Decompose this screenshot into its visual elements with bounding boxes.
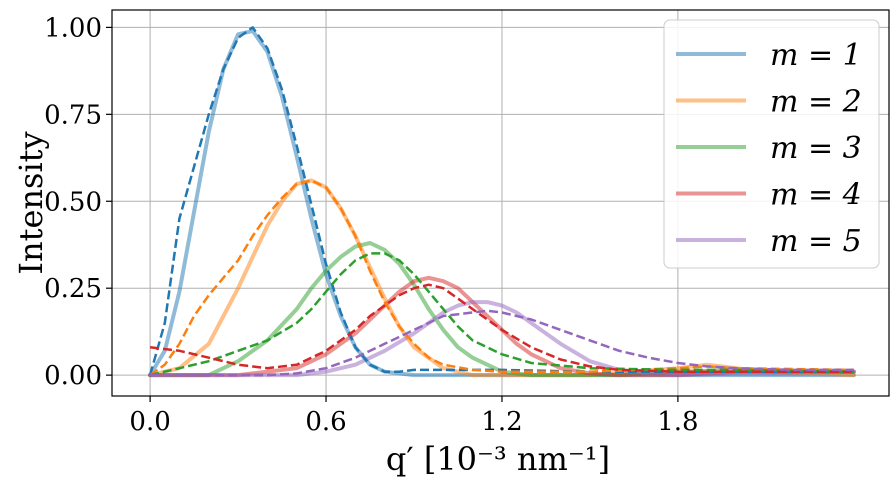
- y-tick-label: 0.25: [44, 274, 102, 304]
- legend-label-4: m = 4: [770, 178, 862, 213]
- y-tick-label: 0.75: [44, 100, 102, 130]
- x-axis-label: q′ [10⁻³ nm⁻¹]: [386, 440, 610, 478]
- legend-box: [663, 19, 880, 269]
- series-2-solid-line: [148, 178, 856, 378]
- y-tick-label: 0.00: [44, 361, 102, 391]
- plot-frame: [111, 9, 890, 397]
- legend-label-2: m = 2: [770, 85, 862, 120]
- x-tick-label: 1.2: [481, 407, 522, 437]
- series-lines: [148, 26, 856, 378]
- y-tick-label: 1.00: [44, 13, 102, 43]
- series-1-dashed-line: [148, 26, 854, 376]
- series-3-dashed-line: [149, 252, 854, 377]
- legend-label-1: m = 1: [770, 38, 862, 73]
- y-axis-label: Intensity: [12, 131, 50, 274]
- y-tick-label: 0.50: [44, 187, 102, 217]
- x-tick-label: 0.0: [129, 407, 170, 437]
- legend-label-3: m = 3: [770, 131, 862, 166]
- x-tick-label: 1.8: [657, 407, 698, 437]
- legend-label-5: m = 5: [770, 224, 862, 259]
- legend: m = 1 m = 2 m = 3 m = 4 m = 5: [663, 19, 880, 269]
- axis-ticks: 0.0 0.6 1.2 1.8 0.00 0.25 0.50 0.75 1.00: [44, 13, 698, 437]
- series-4-solid-line: [148, 275, 856, 378]
- series-5-dashed-line: [150, 309, 854, 377]
- series-3-solid-line: [148, 241, 856, 378]
- x-tick-label: 0.6: [305, 407, 346, 437]
- series-2-dashed-line: [149, 179, 854, 377]
